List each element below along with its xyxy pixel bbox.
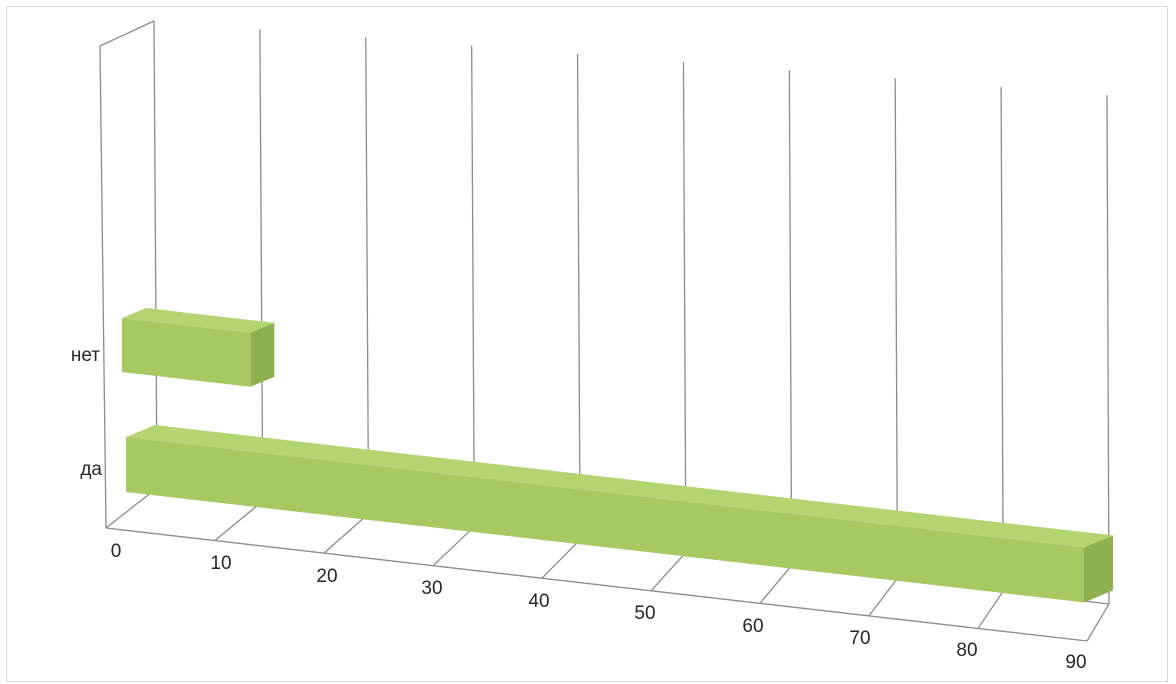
x-tick-label-30: 30 bbox=[421, 578, 442, 599]
x-tick-label-40: 40 bbox=[528, 591, 549, 612]
floor-line-80 bbox=[977, 590, 1004, 629]
side-wall-front-edge bbox=[99, 45, 107, 529]
category-label-da: да bbox=[80, 459, 102, 480]
x-tick-label-10: 10 bbox=[210, 553, 231, 574]
floor-line-10 bbox=[214, 500, 264, 542]
gridline-0 bbox=[153, 20, 158, 489]
labels-layer: нет да 0 10 20 30 40 50 60 70 80 90 bbox=[71, 345, 1087, 673]
floor-line-90 bbox=[1086, 603, 1110, 642]
x-tick-label-0: 0 bbox=[111, 541, 122, 562]
floor-line-20 bbox=[323, 513, 369, 554]
bar-net-side bbox=[250, 322, 275, 387]
bar-net-top bbox=[122, 308, 275, 333]
bar-da bbox=[126, 425, 1113, 603]
gridline-60 bbox=[788, 70, 793, 566]
gridline-40 bbox=[576, 53, 581, 540]
bar-da-top bbox=[126, 425, 1113, 548]
bar-net bbox=[122, 308, 275, 387]
x-tick-label-80: 80 bbox=[956, 640, 977, 661]
floor-line-0 bbox=[105, 487, 158, 529]
category-label-net: нет bbox=[71, 345, 100, 366]
x-tick-label-20: 20 bbox=[316, 566, 337, 587]
x-tick-label-50: 50 bbox=[634, 603, 655, 624]
gridline-30 bbox=[471, 45, 475, 527]
x-tick-label-70: 70 bbox=[849, 628, 870, 649]
floor-line-60 bbox=[759, 564, 793, 604]
floor-line-50 bbox=[650, 552, 687, 592]
gridline-10 bbox=[259, 29, 264, 501]
bar-da-side bbox=[1084, 535, 1113, 603]
gridline-70 bbox=[894, 78, 899, 579]
gridline-90 bbox=[1106, 94, 1110, 605]
bars-layer bbox=[122, 308, 1113, 603]
x-tick-label-60: 60 bbox=[742, 616, 763, 637]
x-axis-line bbox=[105, 527, 1088, 642]
floor-line-70 bbox=[868, 577, 898, 617]
gridline-50 bbox=[682, 62, 687, 553]
bar-net-front bbox=[122, 318, 251, 387]
gridline-20 bbox=[365, 37, 370, 514]
gridline-80 bbox=[1000, 86, 1004, 592]
bar-da-front bbox=[126, 437, 1084, 603]
x-tick-label-90: 90 bbox=[1065, 652, 1086, 673]
side-wall-top-edge bbox=[99, 20, 155, 47]
floor-line-30 bbox=[432, 526, 475, 567]
floor-line-40 bbox=[541, 539, 581, 579]
